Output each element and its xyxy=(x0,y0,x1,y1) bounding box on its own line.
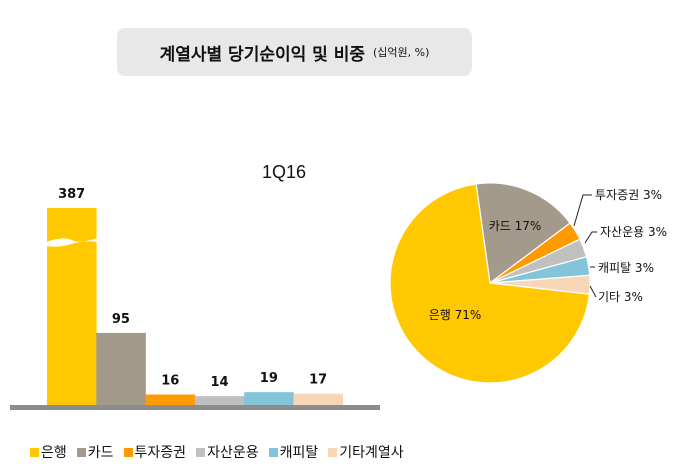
bar-3 xyxy=(194,396,245,407)
title-box: 계열사별 당기순이익 및 비중 (십억원, %) xyxy=(117,28,472,76)
bar-data-label-3: 14 xyxy=(211,375,229,390)
axis-break-mark xyxy=(46,238,98,247)
legend-label: 캐피탈 xyxy=(279,445,319,461)
legend-label: 은행 xyxy=(41,445,67,461)
period-label: 1Q16 xyxy=(262,162,307,182)
pie-label-5: 은행 71% xyxy=(429,307,482,322)
legend-swatch xyxy=(268,447,278,457)
pie-leader-line-1 xyxy=(573,194,592,227)
legend-label: 카드 xyxy=(87,445,114,461)
bar-data-label-5: 17 xyxy=(309,373,327,388)
pie-slice-0 xyxy=(475,182,571,285)
pie-label-1: 투자증권 3% xyxy=(595,188,662,202)
legend-item: 캐피탈 xyxy=(268,442,319,462)
pie-label-4: 기타 3% xyxy=(598,290,643,304)
x-axis-line xyxy=(10,405,380,410)
legend-label: 기타계열사 xyxy=(339,445,404,461)
bar-5 xyxy=(293,393,344,407)
legend-item: 기타계열사 xyxy=(328,442,404,462)
bar-1 xyxy=(96,332,146,407)
bar-data-label-0: 387 xyxy=(58,187,85,202)
bar-2 xyxy=(145,394,196,407)
bar-4 xyxy=(244,392,294,407)
legend-label: 자산운용 xyxy=(207,445,259,461)
legend-item: 투자증권 xyxy=(123,442,187,462)
legend-swatch xyxy=(76,447,86,457)
legend-item: 자산운용 xyxy=(196,442,259,462)
bar-data-label-2: 16 xyxy=(161,374,179,389)
legend-swatch xyxy=(30,447,39,457)
pie-label-0: 카드 17% xyxy=(489,219,542,233)
legend-swatch xyxy=(328,447,338,457)
pie-leader-line-4 xyxy=(589,285,597,298)
legend: 은행 카드 투자증권 자산운용 캐피탈 기타계열사 xyxy=(30,442,404,462)
legend-swatch xyxy=(196,447,206,457)
legend-label: 투자증권 xyxy=(134,445,187,461)
pie-slice-5 xyxy=(389,183,591,384)
pie-leader-line-2 xyxy=(584,231,597,244)
chart-title: 계열사별 당기순이익 및 비중 xyxy=(159,44,366,65)
legend-item: 카드 xyxy=(76,442,114,462)
pie-label-2: 자산운용 3% xyxy=(600,225,667,239)
bar-0 xyxy=(47,208,97,407)
bar-data-label-4: 19 xyxy=(260,371,278,386)
legend-swatch xyxy=(123,447,133,457)
legend-item: 은행 xyxy=(30,442,67,462)
chart-unit: (십억원, %) xyxy=(373,46,430,59)
bar-data-label-1: 95 xyxy=(112,312,130,327)
pie-label-3: 캐피탈 3% xyxy=(598,261,654,275)
